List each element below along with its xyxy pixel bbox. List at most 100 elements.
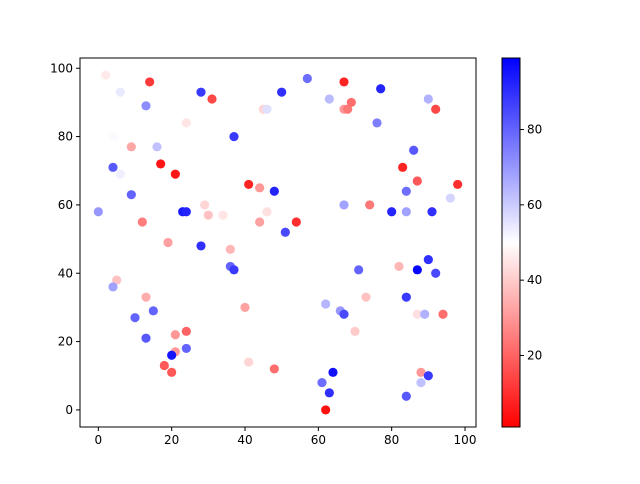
data-point [412,309,422,319]
data-point [167,367,177,377]
data-point [291,217,301,227]
data-point [240,302,250,313]
data-point [423,94,433,104]
data-point [167,350,177,360]
data-point [269,186,279,196]
data-point [229,265,239,275]
x-axis: 0 20 40 60 80 100 [95,427,477,447]
y-tick-label: 100 [50,61,73,75]
data-point [372,118,382,128]
x-tick-label: 20 [164,433,179,447]
colorbar-tick-label: 20 [527,348,542,362]
data-point [115,87,125,97]
data-point [181,326,191,336]
data-point [412,265,422,275]
data-point [203,210,213,220]
data-point [181,343,191,354]
data-point [416,367,426,377]
data-point [339,77,349,87]
data-point [163,237,173,248]
data-point [115,169,125,179]
colorbar-tick-label: 80 [527,123,542,137]
data-point [130,313,140,323]
colorbar-tick-label: 60 [527,198,542,212]
data-point [401,207,411,217]
data-point [218,210,228,220]
data-point [181,207,191,217]
y-tick-label: 40 [58,266,73,280]
data-point [339,200,349,210]
data-point [181,118,191,128]
data-point [207,94,217,104]
data-point [126,142,136,152]
data-point [244,357,254,367]
y-tick-label: 60 [58,198,73,212]
data-point [280,227,290,237]
data-point [339,309,349,319]
x-tick-label: 40 [237,433,252,447]
data-point [317,377,327,388]
data-point [324,94,334,104]
data-point [141,292,151,302]
data-point [159,360,169,371]
data-point [145,77,155,87]
data-point [346,97,356,108]
data-point [108,162,118,172]
points-layer [93,70,463,415]
y-tick-label: 20 [58,335,73,349]
data-point [423,254,433,265]
data-point [229,131,239,142]
data-point [196,87,206,97]
data-point [108,282,118,292]
y-tick-label: 0 [65,403,73,417]
data-point [438,309,448,319]
data-point [361,292,371,302]
data-point [416,377,426,388]
data-point [401,292,411,302]
colorbar-gradient [501,57,521,428]
data-point [112,275,122,285]
colorbar: 20 40 60 80 [501,57,542,428]
data-point [170,169,180,179]
data-point [262,207,272,217]
y-axis: 0 20 40 60 80 100 [50,61,80,417]
data-point [302,73,312,84]
data-point [126,190,136,200]
x-tick-label: 0 [95,433,103,447]
x-tick-label: 80 [384,433,399,447]
data-point [398,162,408,172]
x-tick-label: 100 [454,433,477,447]
data-point [152,142,162,152]
data-point [343,104,353,114]
data-point [277,87,287,97]
data-point [148,306,158,316]
data-point [255,183,265,193]
data-point [423,371,433,381]
data-point [412,176,422,186]
y-tick-label: 80 [58,130,73,144]
data-point [262,104,272,114]
colorbar-tick-label: 40 [527,273,542,287]
data-point [141,101,151,111]
data-point [354,265,364,275]
data-point [401,186,411,196]
data-point [269,364,279,374]
data-point [170,330,180,340]
data-point [321,299,331,309]
data-point [394,261,404,272]
data-point [101,70,111,80]
x-tick-label: 60 [311,433,326,447]
data-point [420,309,430,319]
data-point [321,405,331,415]
data-point [244,179,254,190]
plot-frame [79,57,477,428]
data-point [156,159,166,169]
data-point [409,145,419,155]
data-point [431,268,441,278]
data-point [365,200,375,210]
data-point [328,367,338,377]
data-point [350,326,360,336]
data-point [200,200,210,210]
